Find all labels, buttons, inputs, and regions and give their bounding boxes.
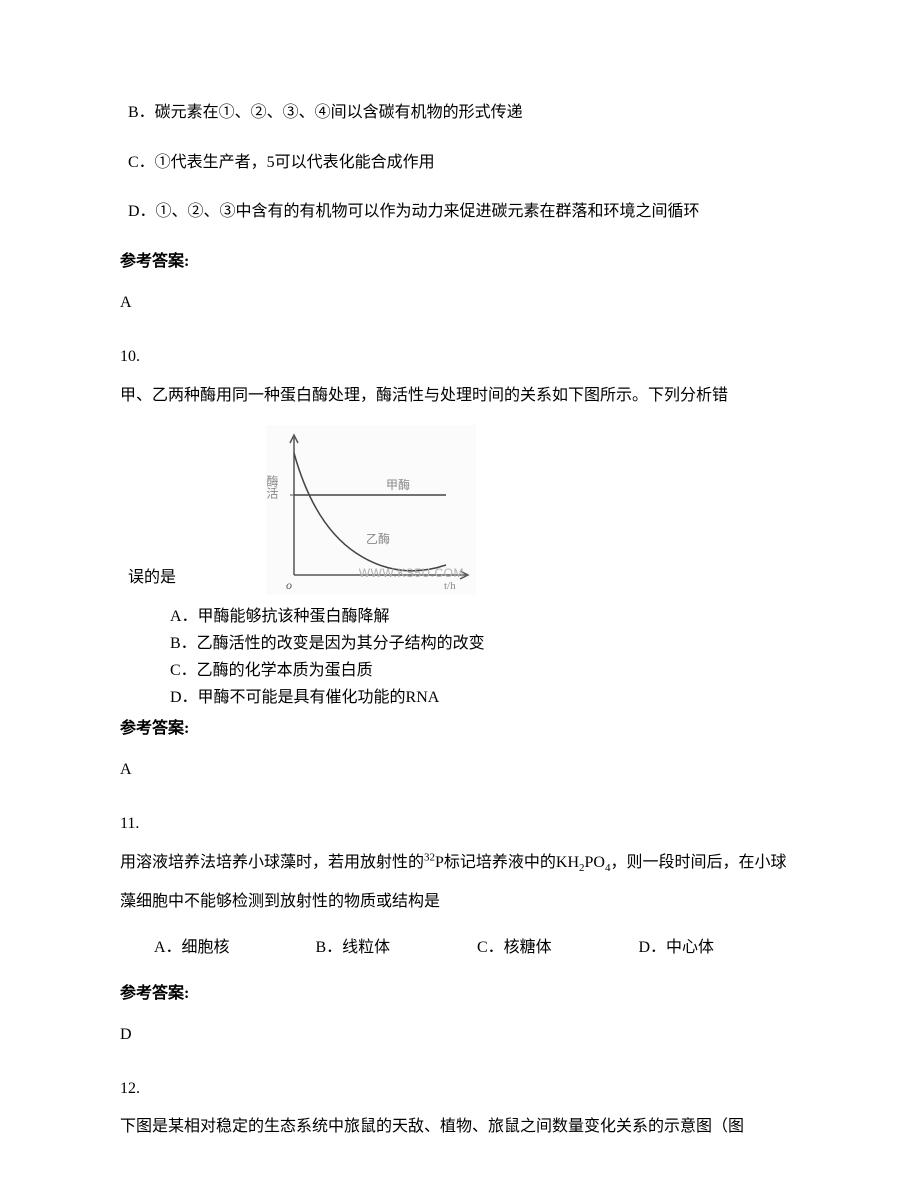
answer-label-q11: 参考答案:: [120, 981, 800, 1007]
svg-text:酶活: 酶活: [266, 473, 279, 498]
prev-option-c: C．①代表生产者，5可以代表化能合成作用: [128, 150, 800, 176]
q11-options: A．细胞核 B．线粒体 C．核糖体 D．中心体: [154, 935, 800, 961]
q11-mid2: PO: [585, 854, 605, 871]
prev-option-d: D．①、②、③中含有的有机物可以作为动力来促进碳元素在群落和环境之间循环: [128, 199, 800, 225]
q11-sup: 32: [424, 852, 435, 864]
q10-number: 10.: [120, 344, 800, 370]
q10-stem-tail: 误的是: [128, 565, 176, 591]
q10-option-d: D．甲酶不可能是具有催化功能的RNA: [170, 684, 800, 711]
answer-value-prev: A: [120, 290, 800, 316]
svg-text:甲酶: 甲酶: [386, 477, 410, 492]
prev-option-b: B．碳元素在①、②、③、④间以含碳有机物的形式传递: [128, 100, 800, 126]
q10-chart: 酶活 甲酶 乙酶 o t/h WWW.KS5U.COM: [266, 425, 476, 595]
svg-text:o: o: [286, 578, 292, 592]
chart-watermark: WWW.KS5U.COM: [359, 564, 464, 583]
q10-option-b: B．乙酶活性的改变是因为其分子结构的改变: [170, 630, 800, 657]
answer-label-prev: 参考答案:: [120, 249, 800, 275]
answer-value-q10: A: [120, 757, 800, 783]
q10-options: A．甲酶能够抗该种蛋白酶降解 B．乙酶活性的改变是因为其分子结构的改变 C．乙酶…: [170, 603, 800, 712]
q11-stem-before: 用溶液培养法培养小球藻时，若用放射性的: [120, 854, 424, 871]
answer-value-q11: D: [120, 1022, 800, 1048]
q11-stem-mid: P标记培养液中的KH: [435, 854, 579, 871]
q11-stem: 用溶液培养法培养小球藻时，若用放射性的32P标记培养液中的KH2PO4，则一段时…: [120, 844, 800, 921]
q11-option-a: A．细胞核: [154, 935, 316, 961]
q10-option-a: A．甲酶能够抗该种蛋白酶降解: [170, 603, 800, 630]
q11-option-b: B．线粒体: [316, 935, 478, 961]
svg-text:乙酶: 乙酶: [366, 531, 390, 546]
q12-number: 12.: [120, 1076, 800, 1102]
q11-option-d: D．中心体: [639, 935, 801, 961]
q11-number: 11.: [120, 811, 800, 837]
q11-option-c: C．核糖体: [477, 935, 639, 961]
answer-label-q10: 参考答案:: [120, 716, 800, 742]
q12-stem: 下图是某相对稳定的生态系统中旅鼠的天敌、植物、旅鼠之间数量变化关系的示意图（图: [120, 1109, 800, 1144]
q10-stem-line1: 甲、乙两种酶用同一种蛋白酶处理，酶活性与处理时间的关系如下图所示。下列分析错: [120, 378, 800, 413]
q10-option-c: C．乙酶的化学本质为蛋白质: [170, 657, 800, 684]
